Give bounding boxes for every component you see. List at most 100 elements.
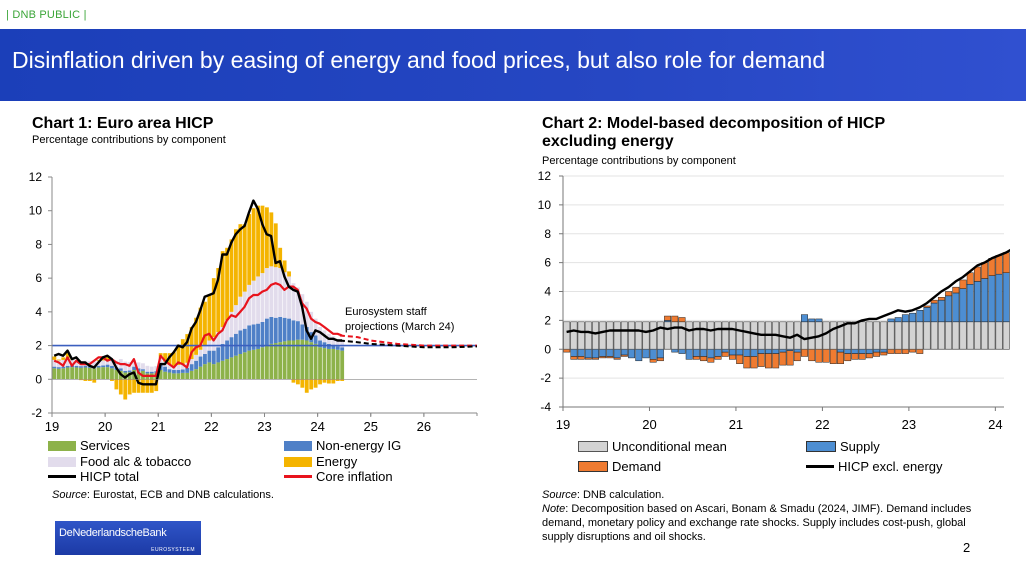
x-tick-label: 20 [642,417,656,432]
chart2-subtitle: Percentage contributions by component [542,155,736,167]
unconditional-mean-bar [606,321,614,350]
food-bar [180,364,185,370]
energy-bar [92,379,97,383]
unconditional-mean-bar [721,321,729,350]
supply-bar [750,349,758,357]
hicp-total-swatch [48,475,76,478]
services-bar [287,340,291,380]
supply-bar [577,349,585,357]
supply-bar [880,349,888,353]
food-bar [340,340,345,348]
non-energy-ig-bar [180,369,185,373]
unconditional-mean-bar [865,321,873,350]
non-energy-ig-bar [167,369,172,373]
supply-bar [973,281,981,323]
legend-demand-label: Demand [612,459,662,474]
food-bar [265,268,269,319]
services-bar [65,367,70,380]
chart1-source-text: : Eurostat, ECB and DNB calculations. [86,489,274,501]
food-bar [313,318,318,336]
energy-bar [295,379,300,385]
demand-bar [736,354,744,364]
services-bar [313,343,318,380]
supply-bar [620,349,628,356]
x-tick-label: 23 [902,417,916,432]
food-bar [52,359,57,367]
non-energy-ig-bar [203,354,207,365]
energy-bar [176,344,181,365]
services-bar [180,372,185,380]
non-energy-ig-bar [65,365,70,368]
supply-bar [945,295,953,323]
unconditional-mean-bar [714,321,722,350]
unconditional-mean-bar [728,321,736,350]
food-bar [247,284,252,326]
unconditional-mean-bar [916,321,924,350]
services-bar [273,343,278,380]
unconditional-mean-bar [981,321,989,350]
hicp-excl-energy-line [566,248,1010,341]
supply-bar [743,349,751,357]
supply-bar [570,349,578,357]
non-energy-ig-bar [220,343,225,361]
non-energy-ig-bar [331,344,336,349]
food-bar [198,349,203,357]
unconditional-mean-bar [678,321,686,350]
demand-bar [901,349,909,354]
services-bar [282,341,287,380]
supply-bar [858,349,866,354]
unconditional-mean-bar [829,321,837,350]
non-energy-ig-bar [269,316,274,344]
unconditional-mean-bar [937,321,945,350]
supply-bar [635,349,643,362]
x-tick-label: 21 [729,417,743,432]
energy-bar [265,207,269,269]
services-bar [216,362,221,380]
non-energy-ig-bar [238,330,243,354]
unconditional-mean-bar [901,321,909,350]
y-tick-label: 4 [35,305,42,319]
non-energy-ig-bar [127,370,132,373]
supply-bar [937,299,945,323]
supply-bar [815,318,823,323]
demand-bar [880,351,888,356]
x-tick-label: 24 [988,417,1002,432]
services-bar [87,367,92,380]
supply-bar [584,349,592,359]
x-tick-label: 21 [151,419,165,434]
food-bar [238,296,243,331]
page-number: 2 [963,540,971,555]
supply-bar [793,349,801,353]
non-energy-ig-bar [335,346,340,350]
services-bar [220,360,225,380]
unconditional-mean-bar [635,321,643,350]
energy-bar [211,278,216,338]
unconditional-mean-bar [844,321,852,350]
demand-bar [671,315,679,323]
unconditional-mean-bar [671,321,679,350]
core-projection-line [339,334,477,347]
energy-bar [220,251,225,328]
demand-bar [786,350,794,366]
demand-bar [592,357,599,360]
y-tick-label: 8 [544,227,551,241]
services-bar [61,368,66,380]
demand-bar [808,349,816,362]
energy-bar [304,379,309,393]
unconditional-mean-bar [808,321,816,350]
food-bar [141,363,145,370]
y-tick-label: 10 [538,198,552,212]
food-bar [251,280,256,325]
supply-bar [1002,272,1010,323]
services-bar [247,350,252,380]
non-energy-ig-bar [318,340,322,348]
food-bar [149,366,154,372]
y-tick-label: 12 [538,169,552,183]
y-tick-label: -4 [540,400,551,414]
chart1-source: Source: Eurostat, ECB and DNB calculatio… [52,488,274,502]
demand-bar [700,356,708,362]
y-tick-label: 8 [35,237,42,251]
logo-subtext: EUROSYSTEEM [151,547,195,553]
unconditional-mean-bar [563,321,571,350]
demand-bar [743,356,751,369]
